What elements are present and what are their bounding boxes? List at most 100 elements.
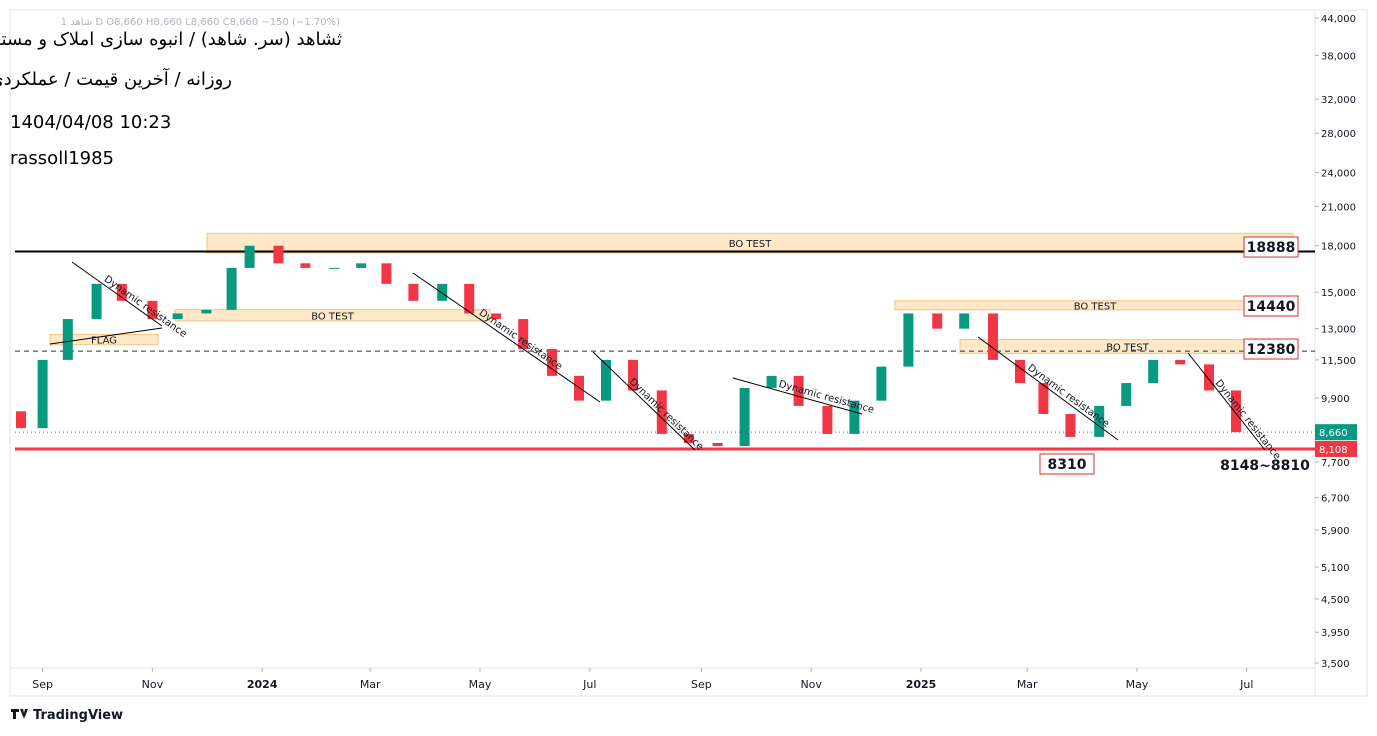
y-tick-label: 44,000 <box>1321 14 1356 25</box>
y-tick-label: 5,900 <box>1321 526 1350 537</box>
trendline <box>71 261 163 327</box>
label-box <box>1243 236 1299 258</box>
candle-body <box>491 313 502 320</box>
candle-body <box>16 411 26 429</box>
candle-body <box>381 263 392 284</box>
range-label: 8148~8810 <box>1220 458 1310 474</box>
y-tick-label: 4,500 <box>1321 595 1350 606</box>
candle-body <box>1015 359 1025 384</box>
trendline <box>977 336 1119 441</box>
legend-line: شاهد 1 D O8,660 H8,660 L8,660 C8,660 −15… <box>61 17 340 28</box>
candle-body <box>1094 405 1105 437</box>
zone-label: BO TEST <box>1106 343 1150 354</box>
y-tick-label: 7,700 <box>1321 458 1350 469</box>
candle-body <box>329 267 340 269</box>
x-tick-label: 2024 <box>247 678 278 691</box>
price-tag <box>1315 440 1357 457</box>
label-box <box>1243 295 1299 317</box>
candle-body <box>518 319 529 350</box>
y-tick-label: 32,000 <box>1321 95 1356 106</box>
watermark: TradingView <box>33 708 123 723</box>
author: rassoll1985 <box>10 148 114 169</box>
zone <box>49 334 159 346</box>
boxed-label: 18888 <box>1247 240 1296 256</box>
x-tick-label: Nov <box>142 678 164 691</box>
candle-body <box>1148 359 1159 384</box>
zone-label: BO TEST <box>1074 301 1118 312</box>
x-tick-label: 2025 <box>906 678 937 691</box>
candle-body <box>1065 413 1076 437</box>
y-tick-label: 3,950 <box>1321 628 1350 639</box>
boxed-label: 8310 <box>1048 457 1087 473</box>
candle-body <box>574 375 584 401</box>
candle-body <box>932 313 943 329</box>
candle-body <box>628 359 638 391</box>
x-tick-label: May <box>1126 678 1149 691</box>
datetime: 1404/04/08 10:23 <box>10 112 171 133</box>
candle-body <box>464 283 475 314</box>
y-tick-label: 21,000 <box>1321 202 1356 213</box>
candle-body <box>172 313 183 320</box>
candle-body <box>959 313 970 329</box>
y-tick-label: 15,000 <box>1321 288 1356 299</box>
y-tick-label: 3,500 <box>1321 659 1350 670</box>
candle-body <box>849 400 860 434</box>
logo <box>11 709 28 719</box>
zone-label: BO TEST <box>729 239 773 250</box>
y-tick-label: 11,500 <box>1321 356 1356 367</box>
frame <box>9 9 1368 697</box>
subtitle: روزانه / آخرین قیمت / عملکردی <box>0 67 232 90</box>
x-tick-label: Sep <box>32 678 53 691</box>
trendline-label: Dynamic resistance <box>477 308 564 373</box>
candle-body <box>656 390 667 434</box>
chart-title: ثشاهد (سر. شاهد) / انبوه سازی املاک و مس… <box>0 29 342 50</box>
candle-body <box>201 309 212 314</box>
candle-body <box>273 245 284 264</box>
y-tick-label: 6,700 <box>1321 494 1350 505</box>
y-tick-label: 9,900 <box>1321 394 1350 405</box>
candle-body <box>91 283 102 320</box>
zone-label: BO TEST <box>311 311 355 322</box>
candle-body <box>683 433 694 443</box>
label-box <box>1243 338 1299 360</box>
y-tick-label: 18,000 <box>1321 242 1356 253</box>
x-tick-label: Mar <box>360 678 381 691</box>
candle-body <box>1204 364 1214 391</box>
boxed-label: 14440 <box>1247 299 1296 315</box>
candle-body <box>300 263 311 268</box>
candle-body <box>437 283 448 301</box>
y-tick-label: 28,000 <box>1321 129 1356 140</box>
price-tag <box>1315 424 1357 441</box>
x-tick-label: Jul <box>582 678 596 691</box>
price-tag-label: 8,108 <box>1319 445 1348 456</box>
candle-body <box>822 405 833 434</box>
x-tick-label: Nov <box>800 678 822 691</box>
candle-body <box>1038 383 1049 414</box>
y-tick-label: 24,000 <box>1321 168 1356 179</box>
candle-body <box>547 349 557 376</box>
candle-body <box>356 263 367 268</box>
trendline <box>1187 352 1266 451</box>
candle-body <box>876 366 887 401</box>
y-tick-label: 13,000 <box>1321 325 1356 336</box>
trendline <box>412 272 601 403</box>
candle-body <box>903 313 914 367</box>
x-tick-label: May <box>469 678 492 691</box>
candle-body <box>1121 383 1132 406</box>
boxed-label: 12380 <box>1247 342 1296 358</box>
candle-body <box>408 283 419 301</box>
candle-body <box>988 313 998 360</box>
zone-label: FLAG <box>91 336 117 347</box>
price-tag-label: 8,660 <box>1319 428 1348 439</box>
candle-body <box>793 375 804 406</box>
trendline-label: Dynamic resistance <box>627 377 706 453</box>
candle-body <box>244 245 255 268</box>
trendline <box>49 327 163 345</box>
candle-body <box>601 359 611 401</box>
trendline <box>592 351 696 451</box>
x-tick-label: Sep <box>691 678 712 691</box>
x-tick-label: Mar <box>1017 678 1038 691</box>
y-tick-label: 38,000 <box>1321 51 1356 62</box>
y-tick-label: 5,100 <box>1321 563 1350 574</box>
